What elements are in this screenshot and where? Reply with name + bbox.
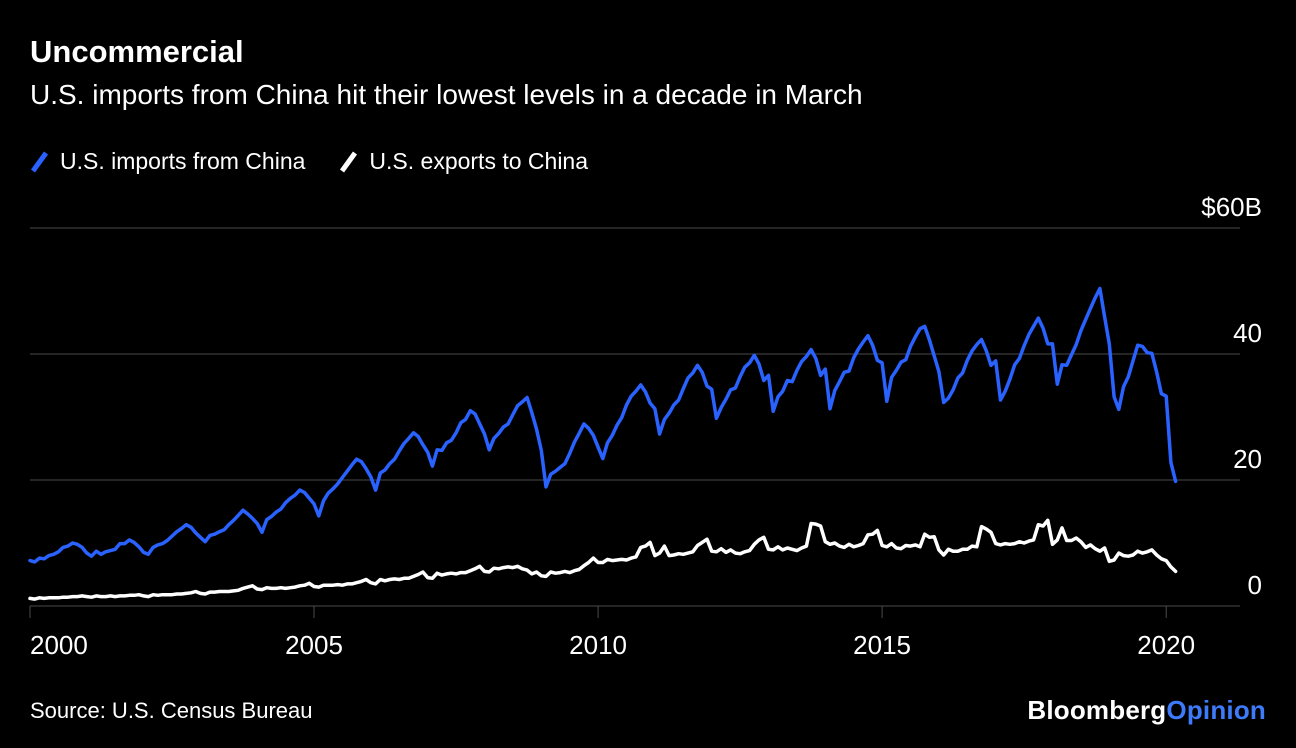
x-axis-label: 2005 [285,630,343,660]
legend-slash-icon-exports [340,151,358,172]
legend-label-exports: U.S. exports to China [369,148,589,174]
legend: U.S. imports from China U.S. exports to … [30,148,588,175]
chart-subtitle: U.S. imports from China hit their lowest… [30,78,863,110]
opinion-logo: Opinion [1166,695,1266,725]
series-line-exports [28,518,1178,601]
y-axis-label: 0 [1248,570,1262,600]
x-axis-label: 2000 [30,630,88,660]
chart-header: Uncommercial U.S. imports from China hit… [30,34,1266,111]
chart: 0 20 40 $60B 2000 2005 2010 2015 2020 [28,192,1262,660]
source-note: Source: U.S. Census Bureau [30,698,313,723]
y-axis-label: 20 [1233,444,1262,474]
y-axis-label: $60B [1201,192,1262,222]
page-title: Uncommercial [30,34,244,69]
series-line-imports [28,286,1178,564]
legend-label-imports: U.S. imports from China [60,148,306,174]
bloomberg-logo: Bloomberg [1027,695,1167,725]
legend-item-exports: U.S. exports to China [339,148,588,175]
x-axis-label: 2010 [569,630,627,660]
y-axis-label: 40 [1233,318,1262,348]
x-axis-label: 2020 [1137,630,1195,660]
bloomberg-opinion-logo: BloombergOpinion [1027,695,1266,726]
legend-item-imports: U.S. imports from China [30,148,305,175]
x-axis-label: 2015 [853,630,911,660]
legend-slash-icon-imports [30,151,49,172]
